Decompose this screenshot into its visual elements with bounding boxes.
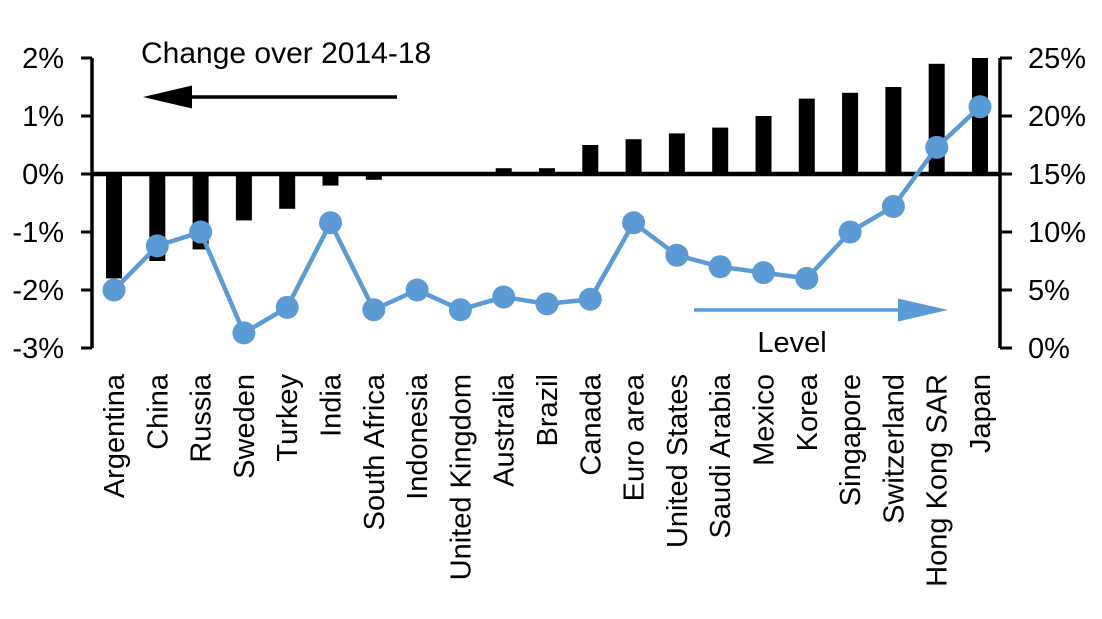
left-axis-tick-label: -2% [12,275,64,307]
right-arrow-head-icon [898,298,948,322]
category-label: South Africa [359,373,391,530]
category-label: Russia [186,373,218,463]
category-label: Singapore [835,374,867,506]
level-marker [275,295,299,319]
level-marker [881,194,905,218]
category-label: India [316,373,348,437]
category-label: Turkey [272,374,304,462]
category-label: United States [662,374,694,548]
category-label: China [142,373,174,450]
bar [582,145,599,174]
category-label: Korea [792,373,824,451]
category-label: Canada [575,373,607,475]
bar [539,168,555,174]
bar [755,116,772,174]
left-series-title: Change over 2014-18 [141,37,431,70]
level-marker [362,298,386,322]
left-axis-tick-label: 2% [22,43,64,75]
category-label: United Kingdom [445,374,477,580]
category-label: Indonesia [402,373,434,500]
level-marker [925,135,949,159]
category-label: Japan [965,374,997,453]
level-marker [232,321,256,345]
bar [235,174,252,221]
right-series-title: Level [757,327,826,359]
level-marker [448,298,472,322]
bar [798,98,815,174]
level-marker [189,220,213,244]
left-axis-tick-label: 0% [22,159,64,191]
category-label: Argentina [99,373,131,498]
right-axis-tick-label: 10% [1028,217,1086,249]
right-axis-tick-label: 20% [1028,101,1086,133]
category-label: Sweden [229,374,261,479]
bar [885,87,902,174]
bar [842,92,859,174]
bar [322,174,339,186]
bar [365,174,382,180]
category-label: Brazil [532,374,564,447]
level-marker [102,278,126,302]
level-marker [319,211,342,235]
category-label: Saudi Arabia [705,373,737,538]
right-axis-tick-label: 15% [1028,159,1086,191]
level-marker [492,285,516,309]
right-axis-tick-label: 0% [1028,333,1070,365]
category-label: Euro area [619,373,651,501]
bar [495,168,512,174]
level-marker [968,95,992,119]
level-marker [838,220,862,244]
right-axis-tick-label: 25% [1028,43,1086,75]
category-label: Mexico [749,374,781,466]
category-label: Switzerland [878,374,910,524]
level-marker [708,255,732,279]
level-marker [578,287,602,311]
bar [625,139,642,174]
right-axis-tick-label: 5% [1028,275,1070,307]
left-axis-tick-label: -3% [12,333,64,365]
level-marker [752,261,775,285]
level-marker [622,211,646,235]
level-marker [145,234,169,258]
left-axis-tick-label: 1% [22,101,64,133]
level-marker [795,266,819,290]
left-arrow-head-icon [143,85,192,109]
bar [279,174,296,209]
bar [668,133,685,174]
level-marker [535,292,559,316]
level-marker [665,243,689,267]
bar [106,174,122,279]
bar [712,127,729,174]
left-axis-tick-label: -1% [12,217,64,249]
level-marker [405,278,429,302]
category-label: Hong Kong SAR [922,374,954,587]
category-label: Australia [489,373,521,487]
